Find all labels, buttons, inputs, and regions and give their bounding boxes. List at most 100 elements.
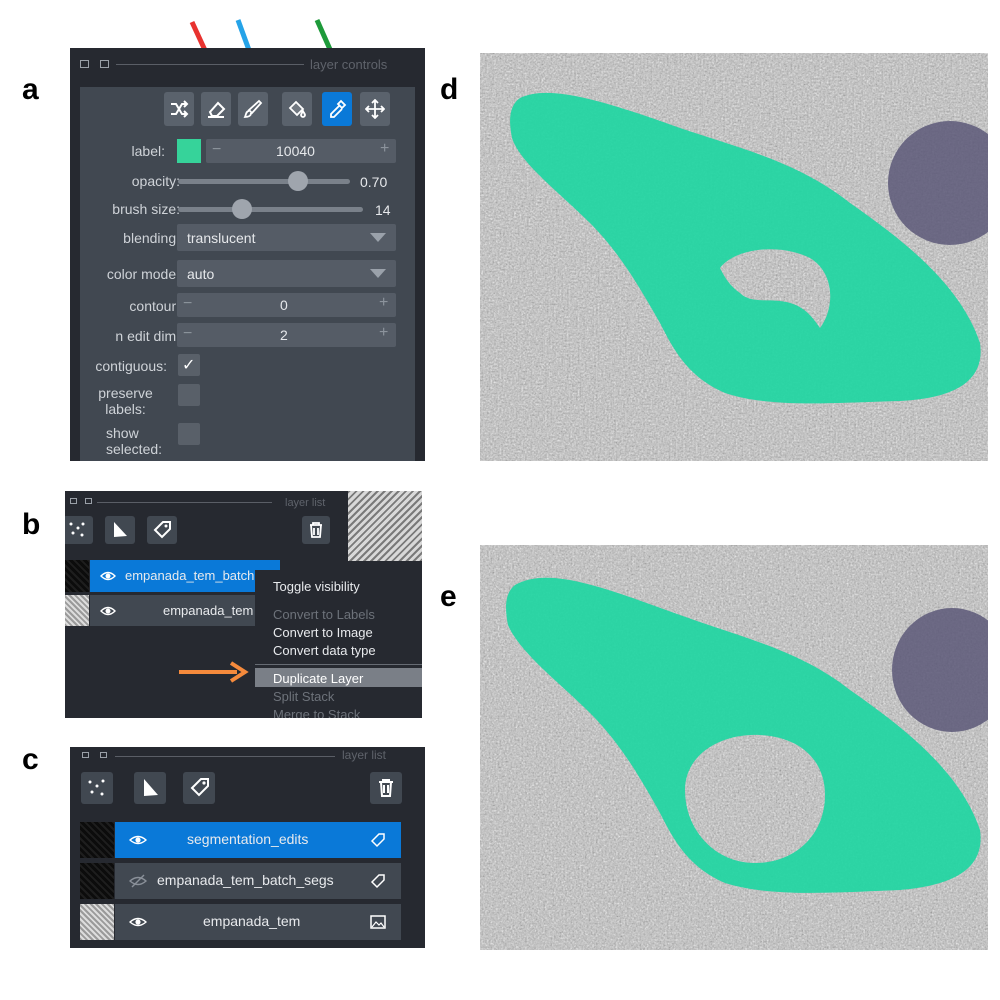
n-edit-dim-decrement[interactable]: − <box>183 325 193 342</box>
n-edit-dim-increment[interactable]: + <box>379 324 389 341</box>
contour-spinbox[interactable]: − 0 + <box>177 293 396 317</box>
trash-icon <box>379 779 393 797</box>
opacity-value: 0.70 <box>360 174 388 190</box>
layer-row-empanada-tem-batch-segs[interactable]: empanada_tem_batch_segs <box>115 863 401 899</box>
eraser-button[interactable] <box>201 92 231 126</box>
menu-item-merge-to-stack[interactable]: Merge to Stack <box>273 707 361 718</box>
n-edit-dim-spinbox[interactable]: − 2 + <box>177 323 396 347</box>
opacity-slider-handle[interactable] <box>288 171 309 191</box>
trash-icon <box>310 522 322 538</box>
layer-controls-panel: layer controls label: − 10040 + opacity:… <box>70 48 425 461</box>
chevron-down-icon <box>370 269 386 278</box>
em-image-before[interactable] <box>480 53 988 461</box>
menu-item-convert-to-labels[interactable]: Convert to Labels <box>273 607 375 622</box>
points-icon <box>69 522 85 537</box>
label-value: 10040 <box>276 143 315 159</box>
contiguous-label: contiguous: <box>95 358 167 374</box>
contour-label: contour: <box>129 298 180 314</box>
color-mode-value: auto <box>187 266 215 282</box>
layer-name: empanada_tem <box>203 913 301 929</box>
layer-thumbnail <box>80 822 114 858</box>
brush-size-value: 14 <box>375 202 391 218</box>
color-mode-dropdown[interactable]: auto <box>177 260 396 287</box>
em-image-after[interactable] <box>480 545 988 950</box>
pan-zoom-button[interactable] <box>360 92 390 126</box>
panel-label-b: b <box>22 508 41 541</box>
header-divider <box>115 756 335 757</box>
layer-row-empanada-tem[interactable]: empanada_tem <box>90 595 280 626</box>
segmentation-mask <box>510 92 981 404</box>
tag-icon <box>190 778 209 797</box>
label-color-swatch <box>177 139 201 163</box>
delete-layer-button[interactable] <box>370 772 402 804</box>
new-points-layer-button[interactable] <box>65 516 93 544</box>
paint-brush-button[interactable] <box>238 92 268 126</box>
float-icon[interactable] <box>80 60 89 68</box>
preserve-labels-line1: preserve <box>98 385 153 401</box>
shapes-icon <box>114 522 127 537</box>
contour-decrement[interactable]: − <box>183 295 193 312</box>
close-panel-icon[interactable] <box>100 60 109 68</box>
menu-item-split-stack[interactable]: Split Stack <box>273 689 335 704</box>
menu-item-toggle-visibility[interactable]: Toggle visibility <box>273 579 360 594</box>
eye-icon[interactable] <box>100 569 116 583</box>
label-decrement[interactable]: − <box>212 141 222 158</box>
color-picker-button[interactable] <box>322 92 352 126</box>
header-divider <box>97 502 272 503</box>
chevron-down-icon <box>370 233 386 242</box>
close-panel-icon[interactable] <box>85 498 92 504</box>
shuffle-colors-button[interactable] <box>164 92 194 126</box>
image-layer-icon <box>370 915 386 929</box>
panel-label-e: e <box>440 580 457 613</box>
new-labels-layer-button[interactable] <box>147 516 177 544</box>
float-icon[interactable] <box>70 498 77 504</box>
layer-context-menu <box>255 570 422 718</box>
layer-thumbnail <box>80 863 114 899</box>
new-shapes-layer-button[interactable] <box>134 772 166 804</box>
preserve-labels-checkbox[interactable] <box>178 384 200 406</box>
eraser-icon <box>208 101 226 118</box>
blending-value: translucent <box>187 230 256 246</box>
blending-dropdown[interactable]: translucent <box>177 224 396 251</box>
fill-bucket-button[interactable] <box>282 92 312 126</box>
new-points-layer-button[interactable] <box>81 772 113 804</box>
label-spinbox[interactable]: − 10040 + <box>206 139 396 163</box>
layer-row-segmentation-edits[interactable]: segmentation_edits <box>115 822 401 858</box>
eye-icon[interactable] <box>100 604 116 618</box>
layer-controls-title: layer controls <box>310 57 388 72</box>
layer-row-empanada-tem[interactable]: empanada_tem <box>115 904 401 940</box>
menu-item-convert-data-type[interactable]: Convert data type <box>273 643 376 658</box>
purple-segment <box>892 608 988 732</box>
layer-row-empanada-tem-batch[interactable]: empanada_tem_batch <box>90 560 280 592</box>
eye-icon[interactable] <box>129 833 147 847</box>
brush-size-slider-handle[interactable] <box>232 199 252 219</box>
eye-icon[interactable] <box>129 915 147 929</box>
close-panel-icon[interactable] <box>100 752 107 758</box>
show-selected-checkbox[interactable] <box>178 423 200 445</box>
points-icon <box>88 779 105 796</box>
show-selected-line2: selected: <box>106 441 163 457</box>
layer-name: empanada_tem_batch_segs <box>157 872 334 888</box>
new-labels-layer-button[interactable] <box>183 772 215 804</box>
delete-layer-button[interactable] <box>302 516 330 544</box>
layer-controls-header: layer controls <box>70 48 425 82</box>
contiguous-checkbox[interactable]: ✓ <box>178 354 200 376</box>
header-divider <box>116 64 304 65</box>
layer-list-title: layer list <box>285 497 326 509</box>
eye-hidden-icon[interactable] <box>129 874 147 888</box>
menu-item-convert-to-image[interactable]: Convert to Image <box>273 625 373 640</box>
preserve-labels-label: preserve labels: <box>98 385 153 417</box>
contour-increment[interactable]: + <box>379 294 389 311</box>
new-shapes-layer-button[interactable] <box>105 516 135 544</box>
panel-label-d: d <box>440 73 459 106</box>
blending-label: blending: <box>123 230 180 246</box>
layer-name: empanada_tem_batch <box>125 568 255 583</box>
label-increment[interactable]: + <box>380 140 390 157</box>
menu-item-duplicate-layer[interactable]: Duplicate Layer <box>273 671 364 686</box>
brush-size-slider[interactable] <box>178 207 363 212</box>
tag-icon <box>153 521 171 539</box>
float-icon[interactable] <box>82 752 89 758</box>
show-selected-line1: show <box>106 425 139 441</box>
contour-value: 0 <box>280 297 288 313</box>
opacity-slider[interactable] <box>178 179 350 184</box>
